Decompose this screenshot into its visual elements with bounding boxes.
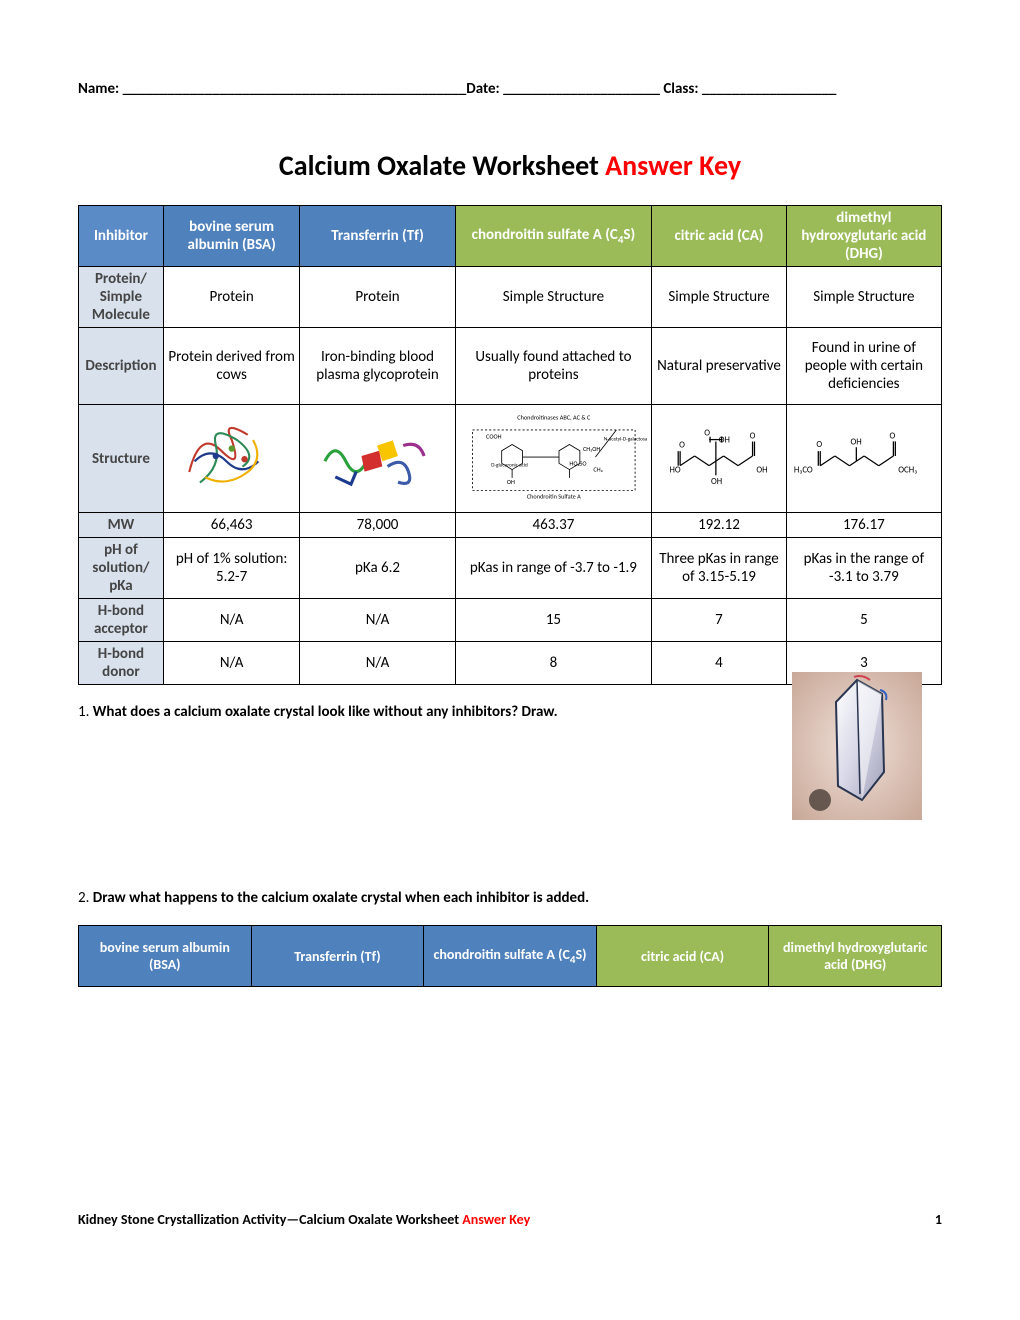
- name-label: Name:: [78, 80, 123, 98]
- svg-text:OH: OH: [507, 478, 515, 486]
- svg-text:OH: OH: [850, 437, 861, 447]
- structure-dhg: H₃CO OCH₃ O O OH: [786, 405, 941, 513]
- inhibitor-table-2: bovine serum albumin (BSA) Transferrin (…: [78, 925, 942, 987]
- th-c4s: chondroitin sulfate A (C4S): [455, 206, 652, 267]
- structure-c4s: Chondroitinases ABC, AC & C COOH N-acety…: [455, 405, 652, 513]
- page-number: 1: [935, 1211, 942, 1228]
- class-blank: __________________: [702, 80, 836, 98]
- inhibitor-table: Inhibitor bovine serum albumin (BSA) Tra…: [78, 205, 942, 685]
- row-hbond-acceptor: H-bond acceptor N/AN/A1575: [79, 599, 942, 642]
- svg-text:N-acetyl-D-galactosamine-4-sul: N-acetyl-D-galactosamine-4-sulfate: [603, 436, 647, 442]
- structure-ca: HO OH O O OH OH O: [652, 405, 787, 513]
- t2-tf: Transferrin (Tf): [251, 926, 424, 987]
- svg-text:O: O: [816, 440, 822, 450]
- th-ca: citric acid (CA): [652, 206, 787, 267]
- svg-text:COOH: COOH: [486, 432, 502, 440]
- structure-tf: [300, 405, 455, 513]
- t2-dhg: dimethyl hydroxyglutaric acid (DHG): [769, 926, 942, 987]
- svg-text:OH: OH: [757, 465, 768, 475]
- row-mw: MW 66,46378,000463.37192.12176.17: [79, 513, 942, 538]
- class-label: Class:: [660, 80, 702, 98]
- page-title: Calcium Oxalate Worksheet Answer Key: [78, 148, 942, 183]
- svg-text:OH: OH: [711, 477, 722, 487]
- structure-bsa: [163, 405, 300, 513]
- svg-text:D-glucuronic acid: D-glucuronic acid: [491, 462, 528, 468]
- title-red: Answer Key: [605, 148, 741, 183]
- row-ph: pH of solution/ pKa pH of 1% solution: 5…: [79, 538, 942, 599]
- row-protein: Protein/ Simple Molecule Protein Protein…: [79, 267, 942, 328]
- date-label: Date:: [466, 80, 503, 98]
- th-tf: Transferrin (Tf): [300, 206, 455, 267]
- row-description: Description Protein derived from cows Ir…: [79, 328, 942, 405]
- date-blank: _____________________: [503, 80, 660, 98]
- header-line: Name: __________________________________…: [78, 80, 942, 98]
- svg-text:OH: OH: [719, 435, 730, 445]
- svg-text:HO: HO: [670, 465, 681, 475]
- svg-text:OCH₃: OCH₃: [898, 466, 917, 476]
- svg-text:O: O: [889, 431, 895, 441]
- t2-bsa: bovine serum albumin (BSA): [79, 926, 252, 987]
- name-blank: ________________________________________…: [123, 80, 467, 98]
- svg-text:HO₃SO: HO₃SO: [569, 459, 586, 467]
- title-main: Calcium Oxalate Worksheet: [279, 148, 605, 183]
- svg-text:Chondroitinases ABC, AC & C: Chondroitinases ABC, AC & C: [517, 414, 591, 422]
- th-bsa: bovine serum albumin (BSA): [163, 206, 300, 267]
- svg-text:CH₂OH: CH₂OH: [583, 445, 600, 453]
- t2-c4s: chondroitin sulfate A (C4S): [424, 926, 597, 987]
- svg-text:H₃CO: H₃CO: [794, 466, 813, 476]
- svg-text:CH₃: CH₃: [593, 466, 602, 474]
- t2-ca: citric acid (CA): [596, 926, 769, 987]
- th-dhg: dimethyl hydroxyglutaric acid (DHG): [786, 206, 941, 267]
- question-2: 2. Draw what happens to the calcium oxal…: [78, 889, 942, 907]
- page-footer: Kidney Stone Crystallization Activity—Ca…: [78, 1211, 942, 1228]
- th-inhibitor: Inhibitor: [79, 206, 164, 267]
- row-structure: Structure Chondroitinases ABC, AC & C: [79, 405, 942, 513]
- svg-text:Chondroitin Sulfate A: Chondroitin Sulfate A: [526, 493, 580, 501]
- svg-text:O: O: [750, 432, 756, 442]
- svg-text:O: O: [704, 429, 710, 439]
- svg-text:O: O: [679, 440, 685, 450]
- page: Name: __________________________________…: [0, 0, 1020, 987]
- crystal-image: [792, 672, 922, 820]
